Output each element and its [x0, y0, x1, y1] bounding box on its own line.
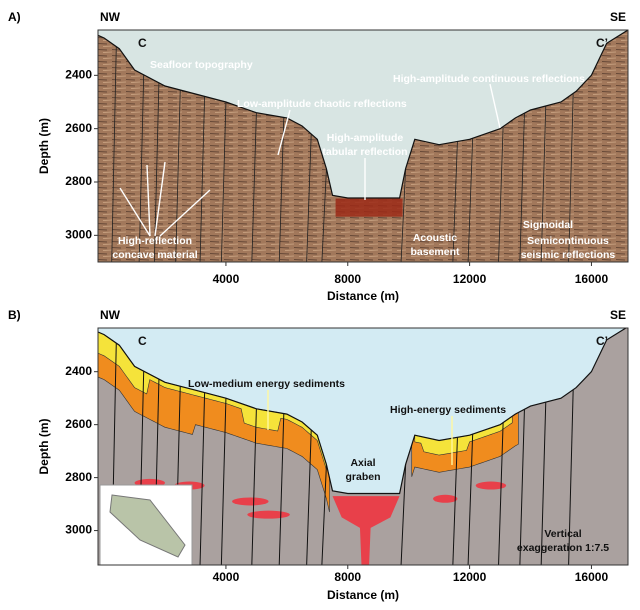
y-tick-label: 3000: [65, 228, 92, 242]
y-tick-label: 2400: [65, 364, 92, 378]
section-label: C’: [596, 36, 608, 50]
annotation: Acoustic: [413, 232, 458, 244]
x-axis-label: Distance (m): [327, 289, 399, 303]
y-axis-label: Depth (m): [37, 118, 51, 174]
annotation: seismic reflections: [521, 249, 616, 261]
annotation: tabular reflection: [322, 146, 407, 158]
y-tick-label: 2800: [65, 470, 92, 484]
annotation: Low-medium energy sediments: [188, 378, 345, 390]
y-axis-label: Depth (m): [37, 419, 51, 475]
annotation: basement: [410, 246, 460, 258]
panel-label: B): [8, 308, 21, 322]
section-label: C: [138, 334, 147, 348]
annotation: High-reflection: [118, 235, 192, 247]
end-label: SE: [610, 308, 626, 322]
x-tick-label: 4000: [213, 570, 240, 584]
x-tick-label: 4000: [213, 272, 240, 286]
y-tick-label: 2800: [65, 174, 92, 188]
section-label: C’: [596, 334, 608, 348]
x-axis-label: Distance (m): [327, 588, 399, 602]
y-tick-label: 3000: [65, 523, 92, 537]
end-label: NW: [100, 10, 121, 24]
x-tick-label: 8000: [334, 570, 361, 584]
annotation: exaggeration 1:7.5: [517, 542, 609, 554]
annotation: High-amplitude: [327, 132, 404, 144]
y-tick-label: 2600: [65, 121, 92, 135]
annotation: Vertical: [544, 528, 581, 540]
section-label: C: [138, 36, 147, 50]
x-tick-label: 16000: [575, 570, 609, 584]
tabular-reflection: [336, 199, 403, 217]
x-tick-label: 8000: [334, 272, 361, 286]
annotation: Seafloor topography: [150, 59, 253, 71]
red-body: [433, 495, 457, 503]
end-label: SE: [610, 10, 626, 24]
annotation: concave material: [112, 249, 197, 261]
annotation: Sigmoidal: [523, 219, 573, 231]
annotation: High-amplitude continuous reflections: [393, 73, 585, 85]
red-body: [232, 497, 269, 505]
x-tick-label: 16000: [575, 272, 609, 286]
annotation: Semicontinuous: [527, 235, 609, 247]
panel-label: A): [8, 10, 21, 24]
annotation: Axial: [350, 457, 375, 469]
y-tick-label: 2400: [65, 68, 92, 82]
x-tick-label: 12000: [453, 272, 487, 286]
annotation: graben: [345, 471, 380, 483]
annotation: Low-amplitude chaotic reflections: [237, 98, 407, 110]
y-tick-label: 2600: [65, 417, 92, 431]
x-tick-label: 12000: [453, 570, 487, 584]
annotation: High-energy sediments: [390, 404, 506, 416]
figure: A) NW SE C C’ 4000 8000 12000 16000 2400 2600 2800 3…: [0, 0, 640, 605]
end-label: NW: [100, 308, 121, 322]
